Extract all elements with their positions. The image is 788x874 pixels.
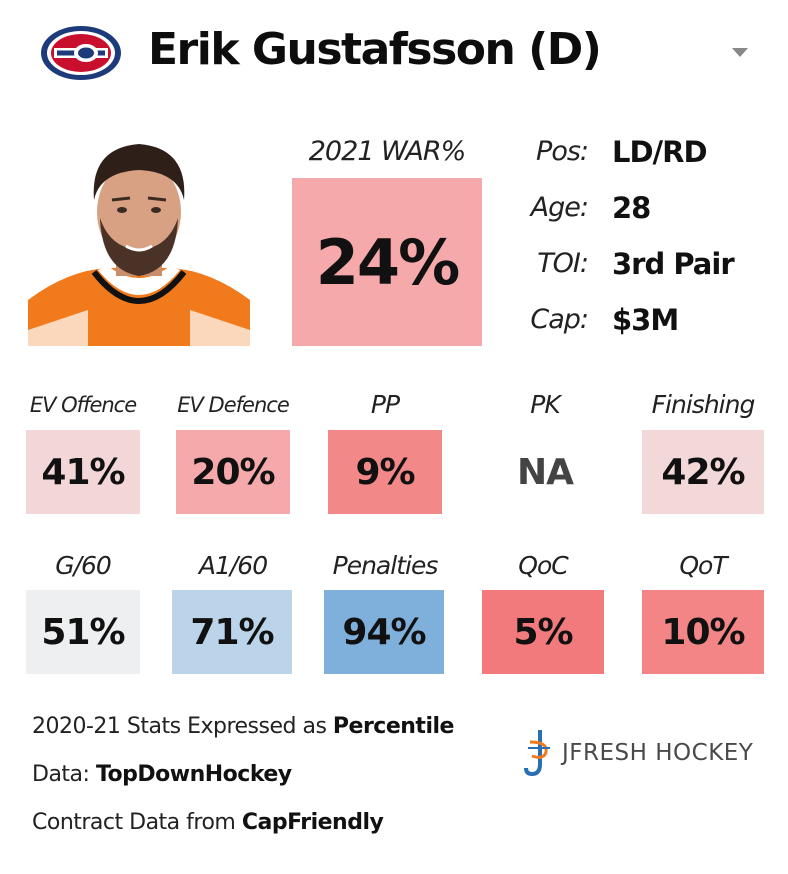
chevron-down-icon[interactable] [732,48,748,57]
penalties-value: 94% [324,590,444,674]
penalties-label: Penalties [332,551,439,580]
qot-label: QoT [679,551,727,580]
footer-contract-source: Contract Data from CapFriendly [32,810,384,835]
cap-value: $3M [612,303,679,337]
qoc-value: 5% [482,590,604,674]
pk-label: PK [530,390,560,419]
g60-value: 51% [26,590,140,674]
ev-offence-value: 41% [26,430,140,514]
toi-label: TOI: [537,248,589,279]
a160-value: 71% [172,590,292,674]
toi-value: 3rd Pair [612,247,735,281]
cap-label: Cap: [530,304,589,335]
footer-data-source: Data: TopDownHockey [32,762,292,787]
footer-percentile-note: 2020-21 Stats Expressed as Percentile [32,714,454,739]
pp-value: 9% [328,430,442,514]
pos-label: Pos: [536,136,589,167]
player-name: Erik Gustafsson (D) [148,24,602,75]
g60-label: G/60 [55,551,112,580]
ev-defence-value: 20% [176,430,290,514]
footer-line2-text: Data: [32,762,96,787]
qoc-label: QoC [518,551,568,580]
ev-offence-label: EV Offence [29,393,137,417]
finishing-value: 42% [642,430,764,514]
war-label: 2021 WAR% [308,136,467,167]
finishing-label: Finishing [651,390,756,419]
jfresh-hockey-logo-icon [524,730,550,777]
footer-line2-bold: TopDownHockey [95,762,292,787]
qot-value: 10% [642,590,764,674]
brand-name: JFRESH HOCKEY [562,740,754,766]
pp-label: PP [370,390,400,419]
age-value: 28 [612,191,651,225]
montreal-canadiens-logo-icon [41,26,121,80]
player-photo [28,130,250,346]
war-value-box: 24% [292,178,482,346]
footer-line3-text: Contract Data from [32,810,242,835]
footer-line3-bold: CapFriendly [241,810,384,835]
footer-line1-bold: Percentile [332,714,455,739]
pk-value: NA [488,430,602,514]
age-label: Age: [530,192,589,223]
pos-value: LD/RD [612,135,708,169]
footer-line1-text: 2020-21 Stats Expressed as [32,714,333,739]
ev-defence-label: EV Defence [177,393,290,417]
a160-label: A1/60 [198,551,268,580]
